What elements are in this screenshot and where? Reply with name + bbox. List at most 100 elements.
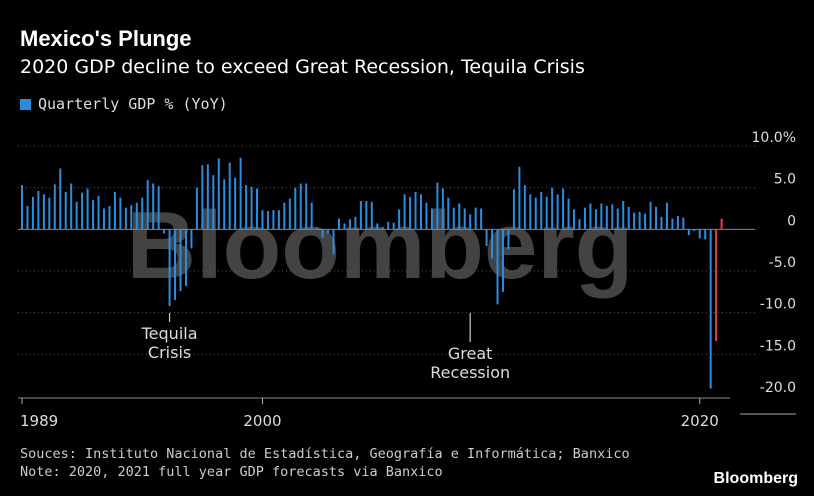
annotation-label: Crisis	[148, 343, 191, 362]
gdp-bar	[605, 206, 608, 230]
gdp-bar	[578, 219, 581, 230]
gdp-bar	[348, 219, 351, 230]
gdp-bar	[130, 205, 133, 230]
gdp-bar	[179, 229, 182, 291]
gdp-bar	[474, 207, 477, 230]
y-tick-label: 10.0%	[752, 130, 796, 146]
gdp-bar	[332, 229, 335, 255]
gdp-bar	[463, 208, 466, 230]
gdp-bar	[627, 206, 630, 230]
gdp-bar	[671, 218, 674, 230]
gdp-bar	[392, 222, 395, 230]
gdp-bar	[600, 203, 603, 230]
gdp-bar	[480, 208, 483, 230]
forecast-bar	[715, 229, 718, 341]
gdp-bar	[452, 207, 455, 230]
gdp-bar	[305, 183, 308, 230]
gdp-bar	[649, 201, 652, 230]
gdp-bar	[425, 202, 428, 230]
gdp-bar	[42, 194, 45, 230]
legend: Quarterly GDP % (YoY)	[20, 95, 228, 113]
gdp-bar	[682, 217, 685, 230]
gdp-bar	[321, 229, 324, 238]
gdp-bar	[223, 179, 226, 230]
gdp-bar	[496, 229, 499, 305]
gdp-bar	[545, 196, 548, 230]
gdp-bar	[485, 229, 488, 246]
x-tick-label: 2020	[681, 412, 719, 430]
annotation-label: Recession	[430, 363, 510, 382]
gdp-bar	[512, 189, 515, 230]
gdp-bar	[201, 165, 204, 230]
gdp-bar	[709, 229, 712, 389]
gdp-bar	[665, 202, 668, 230]
gdp-bar	[676, 216, 679, 230]
gdp-bar	[70, 183, 73, 230]
forecast-bar	[720, 218, 723, 230]
gdp-bar	[638, 211, 641, 230]
gdp-bar	[387, 221, 390, 230]
gdp-bar	[37, 191, 40, 230]
chart-title: Mexico's Plunge	[20, 26, 192, 51]
gdp-bar	[53, 184, 56, 230]
gdp-bar	[48, 197, 51, 230]
gdp-bar	[113, 191, 116, 230]
gdp-bar	[31, 196, 34, 230]
gdp-bar	[354, 216, 357, 230]
gdp-bar	[261, 210, 264, 230]
gdp-bar	[316, 227, 319, 230]
gdp-bar	[124, 207, 127, 230]
gdp-bar	[655, 206, 658, 230]
watermark-text: Bloomberg	[127, 192, 634, 299]
gdp-bar	[523, 185, 526, 230]
gdp-bar	[288, 198, 291, 230]
gdp-bar	[152, 183, 155, 230]
gdp-bar	[234, 177, 237, 230]
gdp-bar	[26, 206, 29, 230]
gdp-bar	[562, 188, 565, 230]
gdp-bar	[529, 194, 532, 230]
gdp-bar	[589, 203, 592, 230]
gdp-bar	[157, 186, 160, 230]
y-tick-label: -5.0	[769, 255, 796, 271]
gdp-bar	[365, 201, 368, 230]
gdp-bar	[491, 229, 494, 259]
y-tick-label: 0	[787, 213, 796, 229]
source-notes: Souces: Instituto Nacional de Estadístic…	[20, 445, 630, 481]
gdp-bar	[469, 214, 472, 230]
gdp-bar	[92, 200, 95, 230]
gdp-bar	[567, 198, 570, 230]
gdp-bar	[108, 206, 111, 230]
gdp-bar	[551, 187, 554, 230]
gdp-bar	[458, 203, 461, 230]
annotation-label: Tequila	[141, 324, 198, 343]
gdp-bar	[414, 191, 417, 230]
gdp-bar	[217, 158, 220, 230]
gdp-bar	[59, 168, 62, 230]
gdp-bar	[102, 208, 105, 230]
gdp-bar	[174, 229, 177, 301]
gdp-bar	[266, 211, 269, 230]
gdp-bar	[398, 209, 401, 230]
gdp-bar	[447, 197, 450, 230]
gdp-bar	[419, 194, 422, 230]
gdp-bar	[206, 164, 209, 230]
gdp-bar	[163, 229, 166, 234]
gdp-bar	[381, 226, 384, 230]
gdp-bar	[693, 229, 696, 231]
gdp-bar	[141, 197, 144, 230]
gdp-bar	[81, 192, 84, 230]
gdp-bar	[501, 229, 504, 292]
gdp-bar	[518, 166, 521, 230]
gdp-bar	[146, 180, 149, 230]
legend-label: Quarterly GDP % (YoY)	[38, 95, 228, 113]
source-text: Souces: Instituto Nacional de Estadístic…	[20, 446, 630, 462]
gdp-bar	[616, 208, 619, 230]
gdp-bar	[403, 194, 406, 230]
gdp-bar	[212, 175, 215, 230]
note-text: Note: 2020, 2021 full year GDP forecasts…	[20, 464, 443, 480]
gdp-bar	[75, 201, 78, 230]
gdp-bar	[97, 196, 100, 230]
gdp-bar	[436, 182, 439, 230]
